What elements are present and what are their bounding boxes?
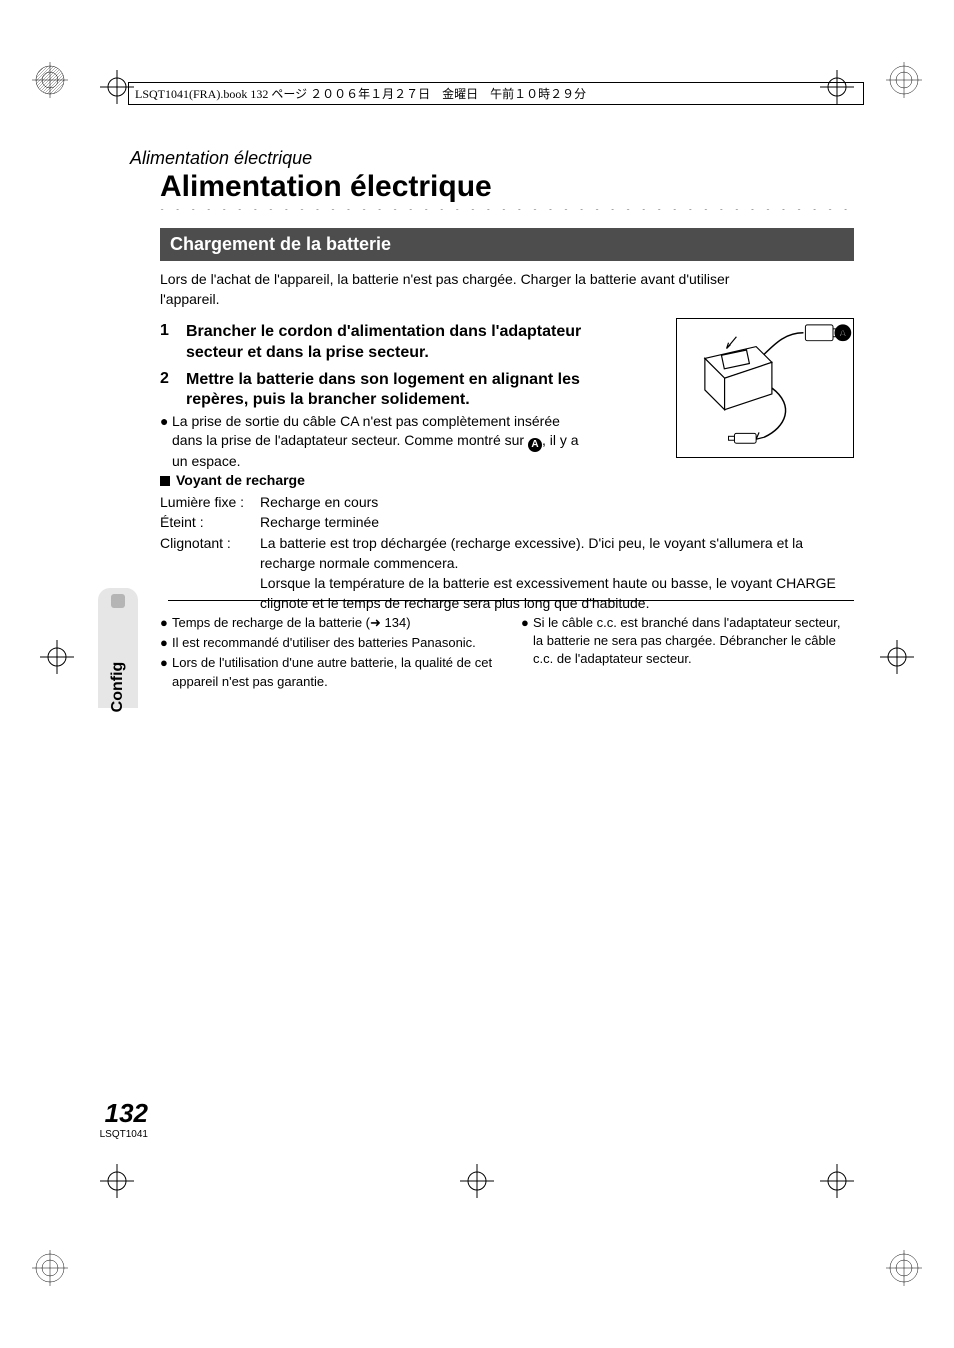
voyant-row: Lorsque la température de la batterie es… xyxy=(160,573,850,614)
page-number: 132 xyxy=(98,1098,148,1129)
voyant-desc: Recharge en cours xyxy=(260,492,850,512)
circled-a-icon: A xyxy=(528,438,542,452)
page-title: Alimentation électrique xyxy=(160,170,492,204)
square-bullet-icon xyxy=(160,476,170,486)
step-note: ● La prise de sortie du câble CA n'est p… xyxy=(160,412,590,471)
note-item: ●Lors de l'utilisation d'une autre batte… xyxy=(160,654,493,690)
step-number: 1 xyxy=(160,322,186,364)
note-text: Il est recommandé d'utiliser des batteri… xyxy=(172,634,476,652)
voyant-row: Clignotant : La batterie est trop déchar… xyxy=(160,533,850,574)
step-number: 2 xyxy=(160,370,186,412)
note-item: ●Temps de recharge de la batterie (➜ 134… xyxy=(160,614,493,632)
step-note-text: La prise de sortie du câble CA n'est pas… xyxy=(172,412,590,471)
note-pre: La prise de sortie du câble CA n'est pas… xyxy=(172,413,560,448)
step-text: Brancher le cordon d'alimentation dans l… xyxy=(186,322,600,364)
voyant-row: Éteint : Recharge terminée xyxy=(160,512,850,532)
regmark-bottom-right xyxy=(884,1248,924,1288)
voyant-label: Éteint : xyxy=(160,512,260,532)
regmark-top-left xyxy=(30,60,70,100)
voyant-desc: La batterie est trop déchargée (recharge… xyxy=(260,533,850,574)
notes-left-column: ●Temps de recharge de la batterie (➜ 134… xyxy=(160,614,493,693)
voyant-desc: Recharge terminée xyxy=(260,512,850,532)
note-item: ●Si le câble c.c. est branché dans l'ada… xyxy=(521,614,854,669)
horizontal-rule xyxy=(168,600,854,601)
tab-dot-icon xyxy=(111,594,125,608)
bullet-icon: ● xyxy=(521,614,533,669)
intro-text: Lors de l'achat de l'appareil, la batter… xyxy=(160,270,780,309)
crosshair-icon xyxy=(820,1164,854,1198)
crosshair-icon xyxy=(100,1164,134,1198)
step-text: Mettre la batterie dans son logement en … xyxy=(186,370,600,412)
notes-columns: ●Temps de recharge de la batterie (➜ 134… xyxy=(160,614,854,693)
regmark-bottom-left xyxy=(30,1248,70,1288)
note-text: Temps de recharge de la batterie (➜ 134) xyxy=(172,614,411,632)
crosshair-icon xyxy=(40,640,74,674)
tab-label: Config xyxy=(109,662,127,713)
bullet-icon: ● xyxy=(160,634,172,652)
page-footer: 132 LSQT1041 xyxy=(98,1098,148,1140)
note-text: Si le câble c.c. est branché dans l'adap… xyxy=(533,614,854,669)
voyant-label: Clignotant : xyxy=(160,533,260,574)
notes-right-column: ●Si le câble c.c. est branché dans l'ada… xyxy=(521,614,854,693)
note-item: ●Il est recommandé d'utiliser des batter… xyxy=(160,634,493,652)
note-text: Lors de l'utilisation d'une autre batter… xyxy=(172,654,493,690)
steps-list: 1 Brancher le cordon d'alimentation dans… xyxy=(160,322,600,417)
title-dots: • • • • • • • • • • • • • • • • • • • • … xyxy=(160,204,854,210)
page-root: LSQT1041(FRA).book 132 ページ ２００６年１月２７日 金曜… xyxy=(0,0,954,1348)
regmark-top-right xyxy=(884,60,924,100)
footer-code: LSQT1041 xyxy=(98,1129,148,1140)
header-file-info: LSQT1041(FRA).book 132 ページ ２００６年１月２７日 金曜… xyxy=(128,82,864,105)
voyant-heading: Voyant de recharge xyxy=(160,472,305,488)
voyant-label xyxy=(160,573,260,614)
bullet-icon: ● xyxy=(160,654,172,690)
voyant-table: Lumière fixe : Recharge en cours Éteint … xyxy=(160,492,850,614)
step-item: 2 Mettre la batterie dans son logement e… xyxy=(160,370,600,412)
breadcrumb: Alimentation électrique xyxy=(130,148,312,169)
crosshair-icon xyxy=(460,1164,494,1198)
voyant-label: Lumière fixe : xyxy=(160,492,260,512)
section-heading: Chargement de la batterie xyxy=(160,228,854,261)
bullet-icon: ● xyxy=(160,412,172,471)
step-item: 1 Brancher le cordon d'alimentation dans… xyxy=(160,322,600,364)
side-tab: Config xyxy=(98,588,138,708)
crosshair-icon xyxy=(880,640,914,674)
bullet-icon: ● xyxy=(160,614,172,632)
voyant-desc: Lorsque la température de la batterie es… xyxy=(260,573,850,614)
adapter-figure: A xyxy=(676,318,854,458)
voyant-row: Lumière fixe : Recharge en cours xyxy=(160,492,850,512)
figure-label-a: A xyxy=(839,329,846,340)
voyant-heading-text: Voyant de recharge xyxy=(176,472,305,488)
